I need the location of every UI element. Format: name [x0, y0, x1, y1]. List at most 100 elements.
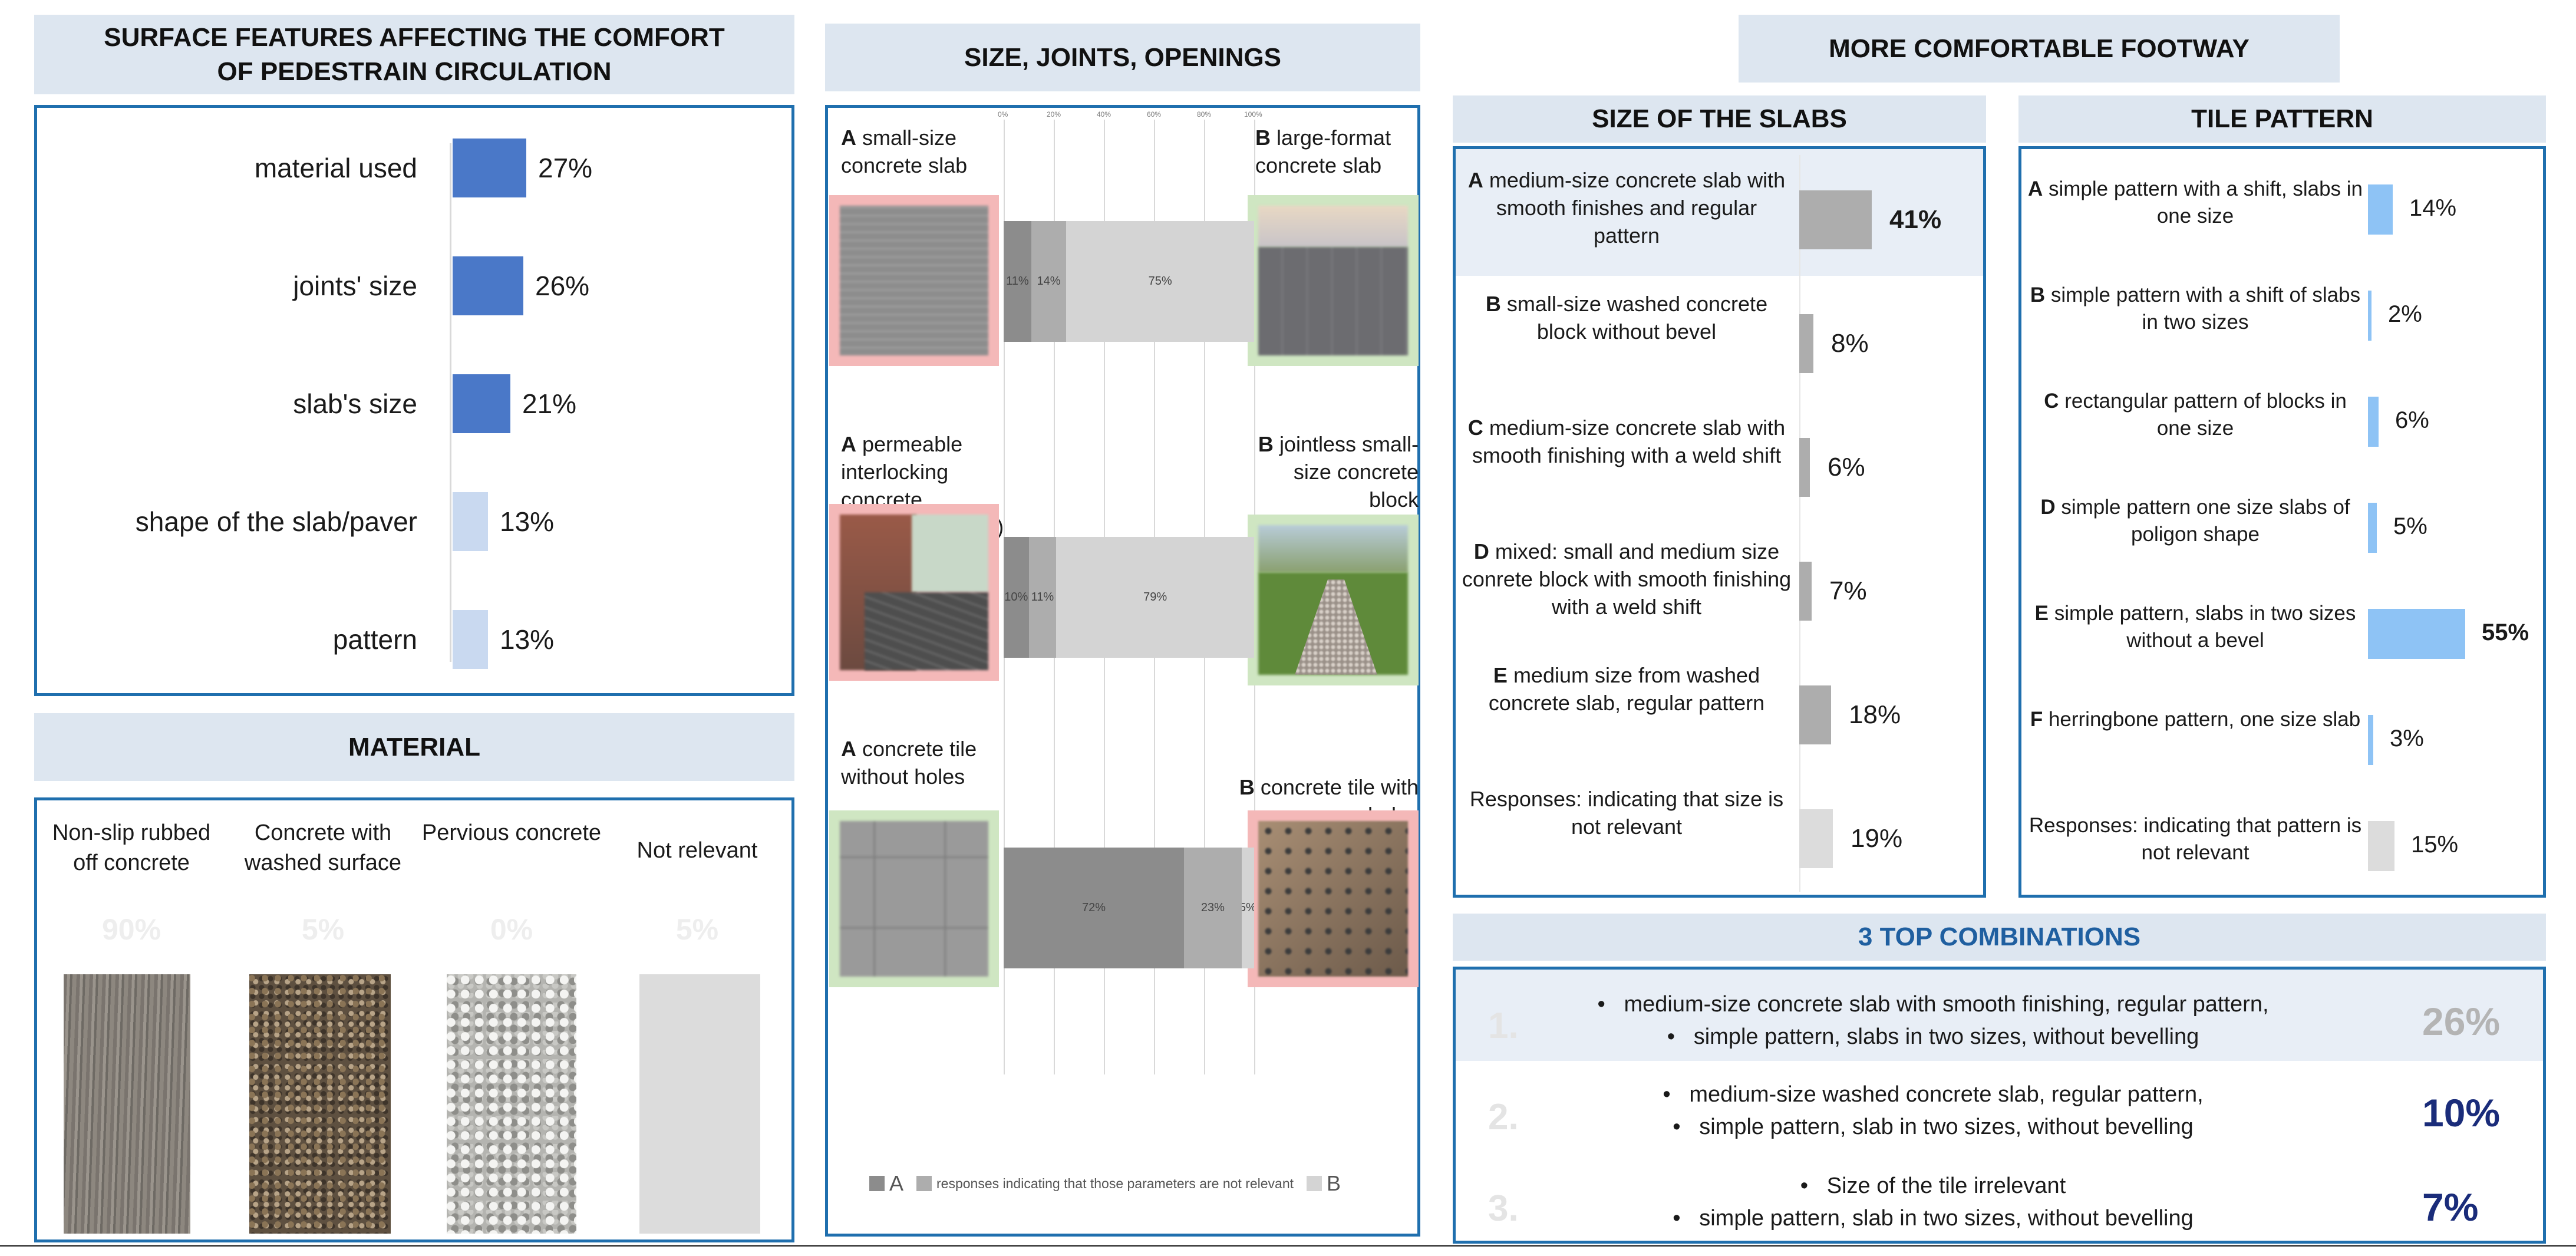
option-text: Responses: indicating that size is not r… — [1469, 787, 1784, 839]
combo-line: • medium-size washed concrete slab, regu… — [1663, 1082, 2204, 1107]
size-joints-panel: 0% 20% 40% 60% 80% 100% A small-size con… — [825, 105, 1420, 1237]
option-letter: B — [1258, 432, 1274, 456]
option-text: simple pattern with a shift, slabs in on… — [2049, 177, 2363, 228]
combo-text: • Size of the tile irrelevant • simple p… — [1550, 1170, 2316, 1235]
option-letter: D — [2040, 496, 2056, 519]
axis-tick: 80% — [1197, 110, 1212, 118]
option-text: rectangular pattern of blocks in one siz… — [2064, 390, 2347, 440]
combo-line: • simple pattern, slabs in two sizes, wi… — [1667, 1024, 2199, 1050]
slab-bar — [1799, 562, 1812, 621]
material-value: 5% — [675, 913, 719, 946]
combo-line: • medium-size concrete slab with smooth … — [1597, 992, 2269, 1017]
legend-swatch-mid — [916, 1176, 932, 1191]
tile-bar — [2368, 291, 2371, 341]
feature-value: 26% — [535, 271, 590, 301]
option-text: mixed: small and medium size conrete blo… — [1462, 539, 1792, 619]
axis-tick: 40% — [1097, 110, 1111, 118]
top-combinations-header: 3 TOP COMBINATIONS — [1453, 914, 2546, 961]
combo-line-text: medium-size washed concrete slab, regula… — [1689, 1082, 2204, 1107]
washed-concrete-image — [249, 974, 391, 1234]
tile-value: 2% — [2388, 301, 2422, 327]
tile-option-label: D simple pattern one size slabs of polig… — [2027, 494, 2363, 548]
tile-without-holes-photo — [829, 810, 999, 987]
option-text: medium-size concrete slab with smooth fi… — [1489, 168, 1786, 248]
slab-axis — [1799, 155, 1800, 892]
row1-option-b-label: B large-format concrete slab — [1255, 124, 1414, 180]
legend-b-label: B — [1327, 1171, 1341, 1195]
material-value: 0% — [490, 913, 533, 946]
tile-option-label: E simple pattern, slabs in two sizes wit… — [2027, 600, 2363, 654]
option-letter: E — [2034, 602, 2049, 625]
feature-value: 21% — [522, 388, 577, 419]
jointless-block-photo — [1248, 515, 1419, 685]
combo-value: 26% — [2422, 1000, 2501, 1043]
comfortable-footway-title: MORE COMFORTABLE FOOTWAY — [1829, 34, 2250, 63]
slabs-panel: A medium-size concrete slab with smooth … — [1453, 146, 1986, 898]
combo-value: 10% — [2422, 1091, 2501, 1135]
material-value: 90% — [101, 913, 161, 946]
slab-value: 7% — [1829, 576, 1867, 605]
tile-option-label: A simple pattern with a shift, slabs in … — [2027, 176, 2363, 229]
option-letter: A — [841, 737, 856, 761]
axis-tick: 0% — [998, 110, 1008, 118]
legend-swatch-b — [1307, 1176, 1322, 1191]
bar-segment: 75% — [1066, 221, 1254, 342]
combo-line-text: simple pattern, slab in two sizes, witho… — [1699, 1206, 2194, 1231]
option-letter: B — [1255, 126, 1271, 150]
combo-value: 7% — [2422, 1185, 2479, 1229]
bar-segment: 23% — [1184, 848, 1242, 968]
option-letter: E — [1493, 663, 1508, 687]
tile-bar — [2368, 397, 2379, 447]
feature-value: 13% — [500, 506, 555, 537]
axis-tick: 100% — [1244, 110, 1262, 118]
bottom-rule — [0, 1245, 2576, 1247]
feature-bar — [453, 374, 510, 433]
feature-row: material used 27% — [37, 139, 791, 197]
material-label: Non-slip rubbed off concrete — [52, 820, 211, 876]
feature-bar — [453, 610, 488, 669]
tile-value: 14% — [2409, 195, 2457, 221]
tile-value: 55% — [2482, 619, 2529, 645]
small-concrete-slab-photo — [829, 195, 999, 366]
legend-swatch-a — [869, 1176, 885, 1191]
material-title: MATERIAL — [348, 732, 481, 761]
option-text: jointless small-size concrete block — [1279, 432, 1419, 512]
slab-highlight — [1456, 149, 1983, 276]
slab-option-label: A medium-size concrete slab with smooth … — [1462, 167, 1792, 249]
tile-option-label: F herringbone pattern, one size slab — [2027, 706, 2363, 733]
surface-features-panel: material used 27% joints' size 26% slab'… — [34, 105, 794, 696]
option-letter: B — [2030, 283, 2046, 306]
option-letter: A — [1467, 168, 1483, 192]
feature-label: material used — [254, 153, 417, 183]
material-value: 5% — [301, 913, 345, 946]
option-letter: B — [1485, 292, 1501, 316]
permeable-paver-photo — [829, 504, 999, 681]
feature-value: 27% — [538, 153, 593, 183]
slab-value: 41% — [1889, 205, 1942, 234]
combo-row-highlight — [1456, 970, 2543, 1061]
top-combinations-panel: 1. • medium-size concrete slab with smoo… — [1453, 967, 2546, 1244]
feature-label: pattern — [332, 624, 417, 655]
slab-option-label: Responses: indicating that size is not r… — [1462, 786, 1792, 841]
option-text: large-format concrete slab — [1255, 126, 1391, 177]
feature-row: slab's size 21% — [37, 374, 791, 433]
combo-line-text: Size of the tile irrelevant — [1826, 1173, 2066, 1198]
option-letter: F — [2030, 708, 2043, 731]
surface-features-title: SURFACE FEATURES AFFECTING THE COMFORT O… — [104, 23, 725, 86]
axis-tick: 20% — [1047, 110, 1061, 118]
tiles-header: TILE PATTERN — [2018, 95, 2546, 143]
tile-option-label: B simple pattern with a shift of slabs i… — [2027, 282, 2363, 335]
bar-segment: 72% — [1004, 848, 1184, 968]
combo-line-text: simple pattern, slab in two sizes, witho… — [1699, 1115, 2194, 1140]
slab-option-label: C medium-size concrete slab with smooth … — [1462, 414, 1792, 470]
tile-option-label: Responses: indicating that pattern is no… — [2027, 812, 2363, 866]
feature-row: shape of the slab/paver 13% — [37, 492, 791, 551]
slab-bar — [1799, 809, 1833, 868]
combo-line: • simple pattern, slab in two sizes, wit… — [1673, 1206, 2194, 1231]
stacked-bar: 72%23%5% — [1004, 848, 1254, 968]
option-letter: B — [1239, 775, 1255, 799]
slab-value: 8% — [1831, 329, 1869, 358]
slab-bar — [1799, 685, 1831, 744]
bar-segment: 79% — [1056, 537, 1254, 658]
slab-value: 19% — [1851, 824, 1903, 853]
